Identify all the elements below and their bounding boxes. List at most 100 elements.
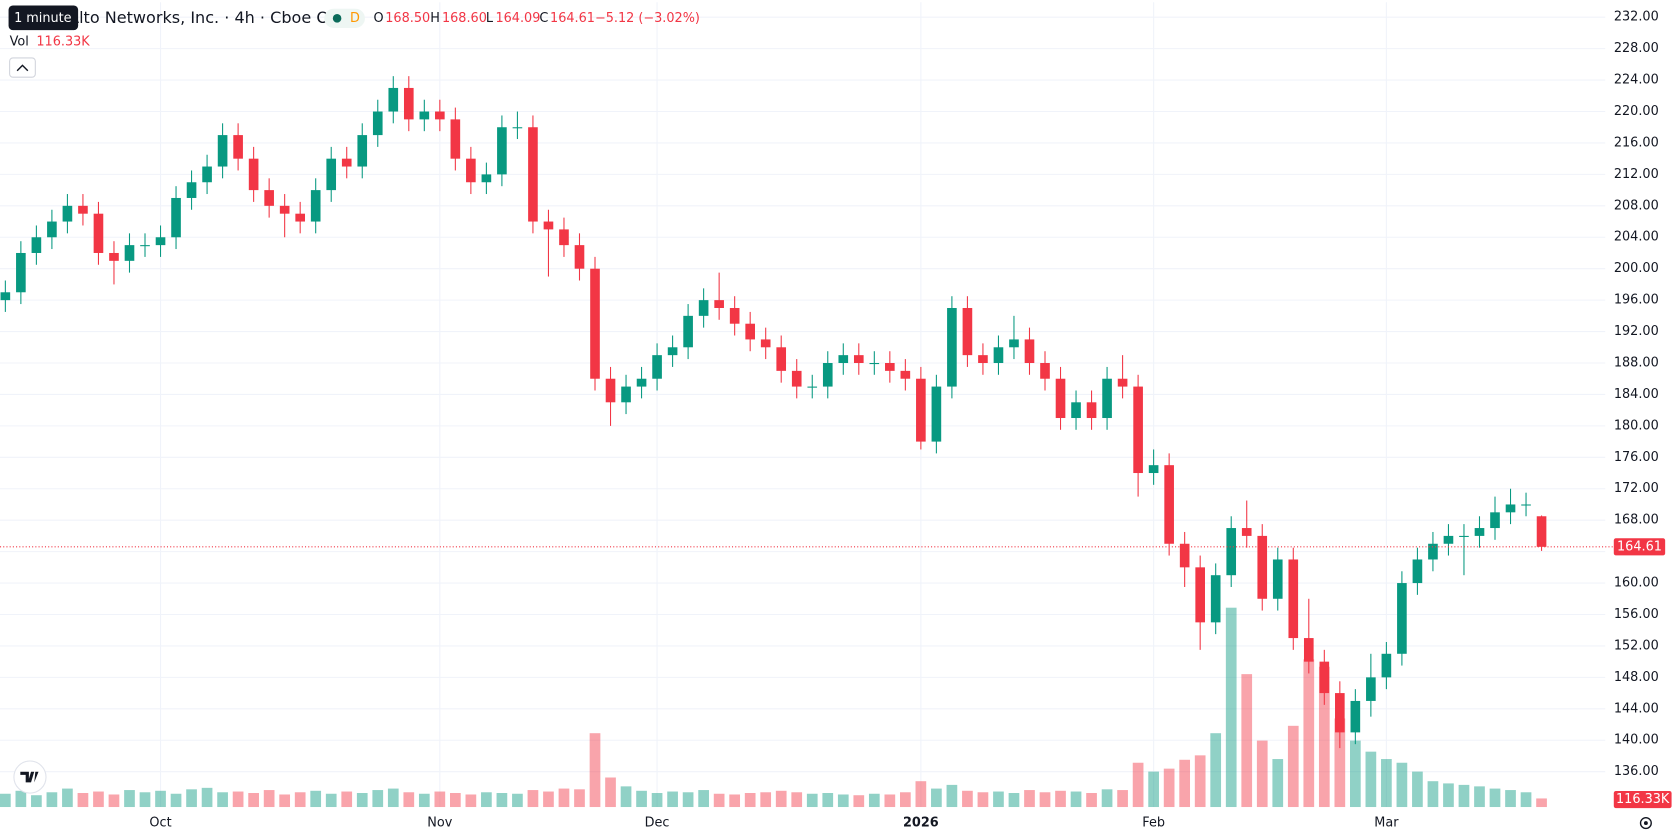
candle-body <box>574 245 585 269</box>
volume-bar <box>294 792 306 808</box>
volume-bar <box>77 793 89 808</box>
candle-body <box>528 127 538 222</box>
candle-body <box>1412 559 1423 584</box>
candle-body <box>1350 700 1361 733</box>
volume-bar <box>775 790 787 808</box>
volume-axis-label: 116.33K <box>1616 792 1670 807</box>
candle-body <box>1133 386 1143 474</box>
volume-bar <box>1536 798 1547 808</box>
volume-bar <box>310 790 322 808</box>
candle-body <box>1009 339 1019 348</box>
volume-bar <box>279 794 291 808</box>
candle-body <box>62 205 73 222</box>
y-tick-label: 192.00 <box>1614 324 1659 339</box>
candle-body <box>1459 535 1469 537</box>
y-tick-label: 152.00 <box>1614 638 1659 653</box>
y-tick-label: 220.00 <box>1614 104 1659 119</box>
candle-body <box>1195 567 1205 623</box>
candle-body <box>372 111 383 136</box>
volume-bar <box>0 793 11 808</box>
candle-body <box>1397 583 1407 654</box>
volume-bar <box>1520 792 1532 808</box>
volume-bar <box>527 790 539 808</box>
volume-bar <box>356 793 368 808</box>
volume-bar <box>1458 784 1470 808</box>
candle-body <box>1303 638 1314 662</box>
status-pill[interactable] <box>324 8 365 28</box>
high-label: H <box>430 11 440 26</box>
candle-body <box>264 190 274 206</box>
volume-bar <box>170 793 182 808</box>
candle-body <box>636 378 647 387</box>
logo-mark <box>20 771 39 783</box>
candle-body <box>947 307 957 387</box>
grid <box>0 2 1606 808</box>
volume-bar <box>1318 666 1330 808</box>
volume-bar <box>217 792 228 808</box>
candle-body <box>217 135 228 167</box>
candle-body <box>559 229 569 246</box>
collapse-icon <box>16 64 29 72</box>
volume-bar <box>155 790 166 808</box>
volume-bar <box>1070 791 1082 808</box>
volume-box <box>1613 790 1672 809</box>
volume-bar <box>512 793 523 808</box>
candle-body <box>93 213 104 253</box>
volume-bar <box>1365 751 1377 808</box>
y-tick-label: 200.00 <box>1614 261 1659 276</box>
candle-body <box>621 386 631 403</box>
volume-bar <box>682 792 694 808</box>
candle-body <box>403 87 414 120</box>
volume-bar <box>263 790 275 808</box>
y-tick-label: 196.00 <box>1614 293 1659 308</box>
volume-bar <box>387 788 399 808</box>
low-label: L <box>486 11 494 26</box>
candle-body <box>1241 528 1252 536</box>
y-tick-label: 180.00 <box>1614 418 1659 433</box>
volume-bar <box>139 792 151 808</box>
candle-body <box>683 315 693 348</box>
x-tick-label: Mar <box>1374 816 1399 831</box>
x-tick-label: Oct <box>149 816 171 831</box>
settings-icon[interactable] <box>1639 817 1652 830</box>
volume-bar <box>62 788 73 808</box>
volume-bar <box>791 792 803 808</box>
volume-bar <box>1272 759 1284 808</box>
close-value: 164.61 <box>550 11 595 26</box>
candle-body <box>838 355 849 364</box>
candle-body <box>295 213 305 222</box>
y-tick-label: 168.00 <box>1614 513 1659 528</box>
volume-bar <box>1055 790 1066 808</box>
candle-body <box>481 174 492 183</box>
y-tick-label: 136.00 <box>1614 764 1659 779</box>
candle-body <box>31 237 42 253</box>
volume-bar <box>1489 788 1501 808</box>
candle-body <box>1179 543 1190 568</box>
candle-body <box>1226 528 1237 576</box>
y-tick-label: 156.00 <box>1614 607 1659 622</box>
candle-body <box>1288 559 1299 639</box>
volume-bar <box>946 784 958 808</box>
candle-body <box>1474 528 1485 536</box>
candle-body <box>1490 512 1500 529</box>
candle-body <box>435 111 445 120</box>
volume-bar <box>108 794 120 808</box>
candle-body <box>357 135 368 167</box>
candle-body <box>590 268 600 379</box>
volume-bar <box>1287 725 1299 808</box>
candle-body <box>124 245 135 261</box>
candle-body <box>1148 465 1159 474</box>
volume-bar <box>1117 790 1128 808</box>
candle-body <box>1086 402 1097 419</box>
candle-body <box>388 87 399 112</box>
volume-bar <box>1412 771 1423 808</box>
candle-body <box>171 197 181 238</box>
open-label: O <box>373 11 383 26</box>
collapse-button[interactable] <box>9 57 36 78</box>
volume-bar <box>1210 733 1222 808</box>
change-value: −5.12 (−3.02%) <box>595 11 700 26</box>
candle-body <box>745 323 755 340</box>
candle-body <box>1521 504 1531 506</box>
volume-bar <box>962 790 973 808</box>
